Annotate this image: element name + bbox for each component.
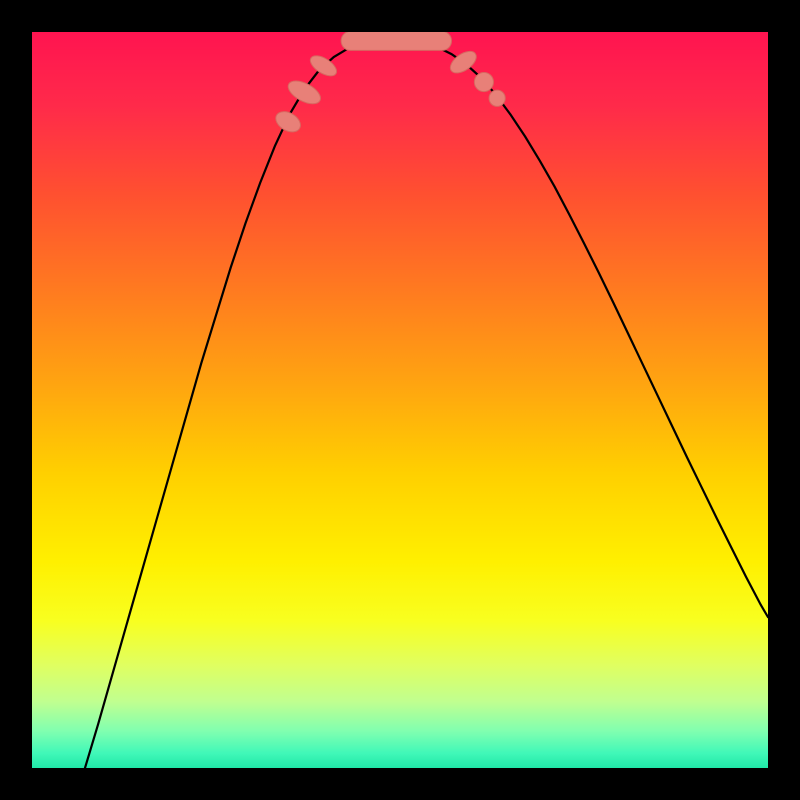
chart-plot-area: [32, 32, 768, 768]
curve-marker: [341, 32, 451, 50]
chart-frame: [768, 0, 800, 800]
chart-background: [32, 32, 768, 768]
curve-marker: [474, 72, 493, 91]
chart-frame: [0, 768, 800, 800]
chart-frame: [0, 0, 32, 800]
curve-marker: [489, 90, 505, 106]
chart-frame: [0, 0, 800, 32]
chart-svg: [32, 32, 768, 768]
